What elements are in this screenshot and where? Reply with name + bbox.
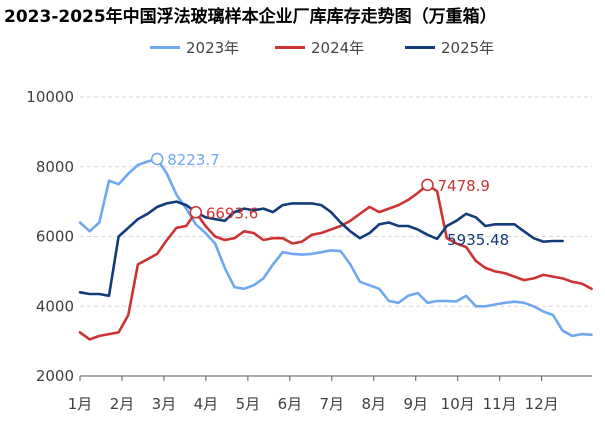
- x-tick-label: 2月: [110, 395, 135, 413]
- data-label: 5935.48: [447, 231, 509, 249]
- x-tick-label: 10月: [441, 395, 475, 413]
- y-tick-label: 2000: [36, 367, 74, 385]
- legend-item-2023: 2023年: [150, 36, 239, 58]
- legend-label-2024: 2024年: [311, 38, 365, 57]
- chart-title: 2023-2025年中国浮法玻璃样本企业厂库库存走势图（万重箱）: [4, 7, 497, 27]
- peak-marker: [421, 178, 434, 192]
- y-tick-label: 10000: [26, 88, 74, 106]
- data-label: 8223.7: [167, 151, 220, 169]
- x-tick-label: 7月: [320, 395, 345, 413]
- legend-label-2023: 2023年: [186, 38, 240, 57]
- legend-item-2025: 2025年: [405, 36, 494, 58]
- legend-swatch-2024: [275, 45, 305, 49]
- x-tick-label: 1月: [68, 395, 93, 413]
- peak-marker: [189, 206, 203, 219]
- x-tick-label: 9月: [403, 395, 428, 413]
- x-tick-label: 6月: [278, 395, 303, 413]
- legend-swatch-2025: [405, 45, 435, 49]
- x-tick-label: 5月: [236, 395, 261, 413]
- data-label: 7478.9: [437, 177, 490, 195]
- legend-item-2024: 2024年: [275, 36, 364, 58]
- y-tick-label: 8000: [36, 158, 74, 176]
- y-tick-label: 6000: [36, 228, 74, 246]
- data-label: 6693.6: [206, 204, 259, 222]
- y-tick-label: 4000: [36, 297, 74, 315]
- x-tick-label: 11月: [483, 395, 517, 413]
- x-tick-label: 8月: [361, 395, 386, 413]
- peak-marker: [150, 152, 164, 166]
- legend-swatch-2023: [150, 45, 180, 49]
- legend: 2023年 2024年 2025年: [0, 36, 605, 58]
- series-line-2024年: [78, 183, 593, 341]
- x-tick-label: 4月: [194, 395, 219, 413]
- series-line-2023年: [78, 157, 593, 338]
- legend-label-2025: 2025年: [441, 38, 495, 57]
- x-tick-label: 12月: [525, 395, 559, 413]
- x-tick-label: 3月: [152, 395, 177, 413]
- series-line-2025年: [78, 200, 564, 298]
